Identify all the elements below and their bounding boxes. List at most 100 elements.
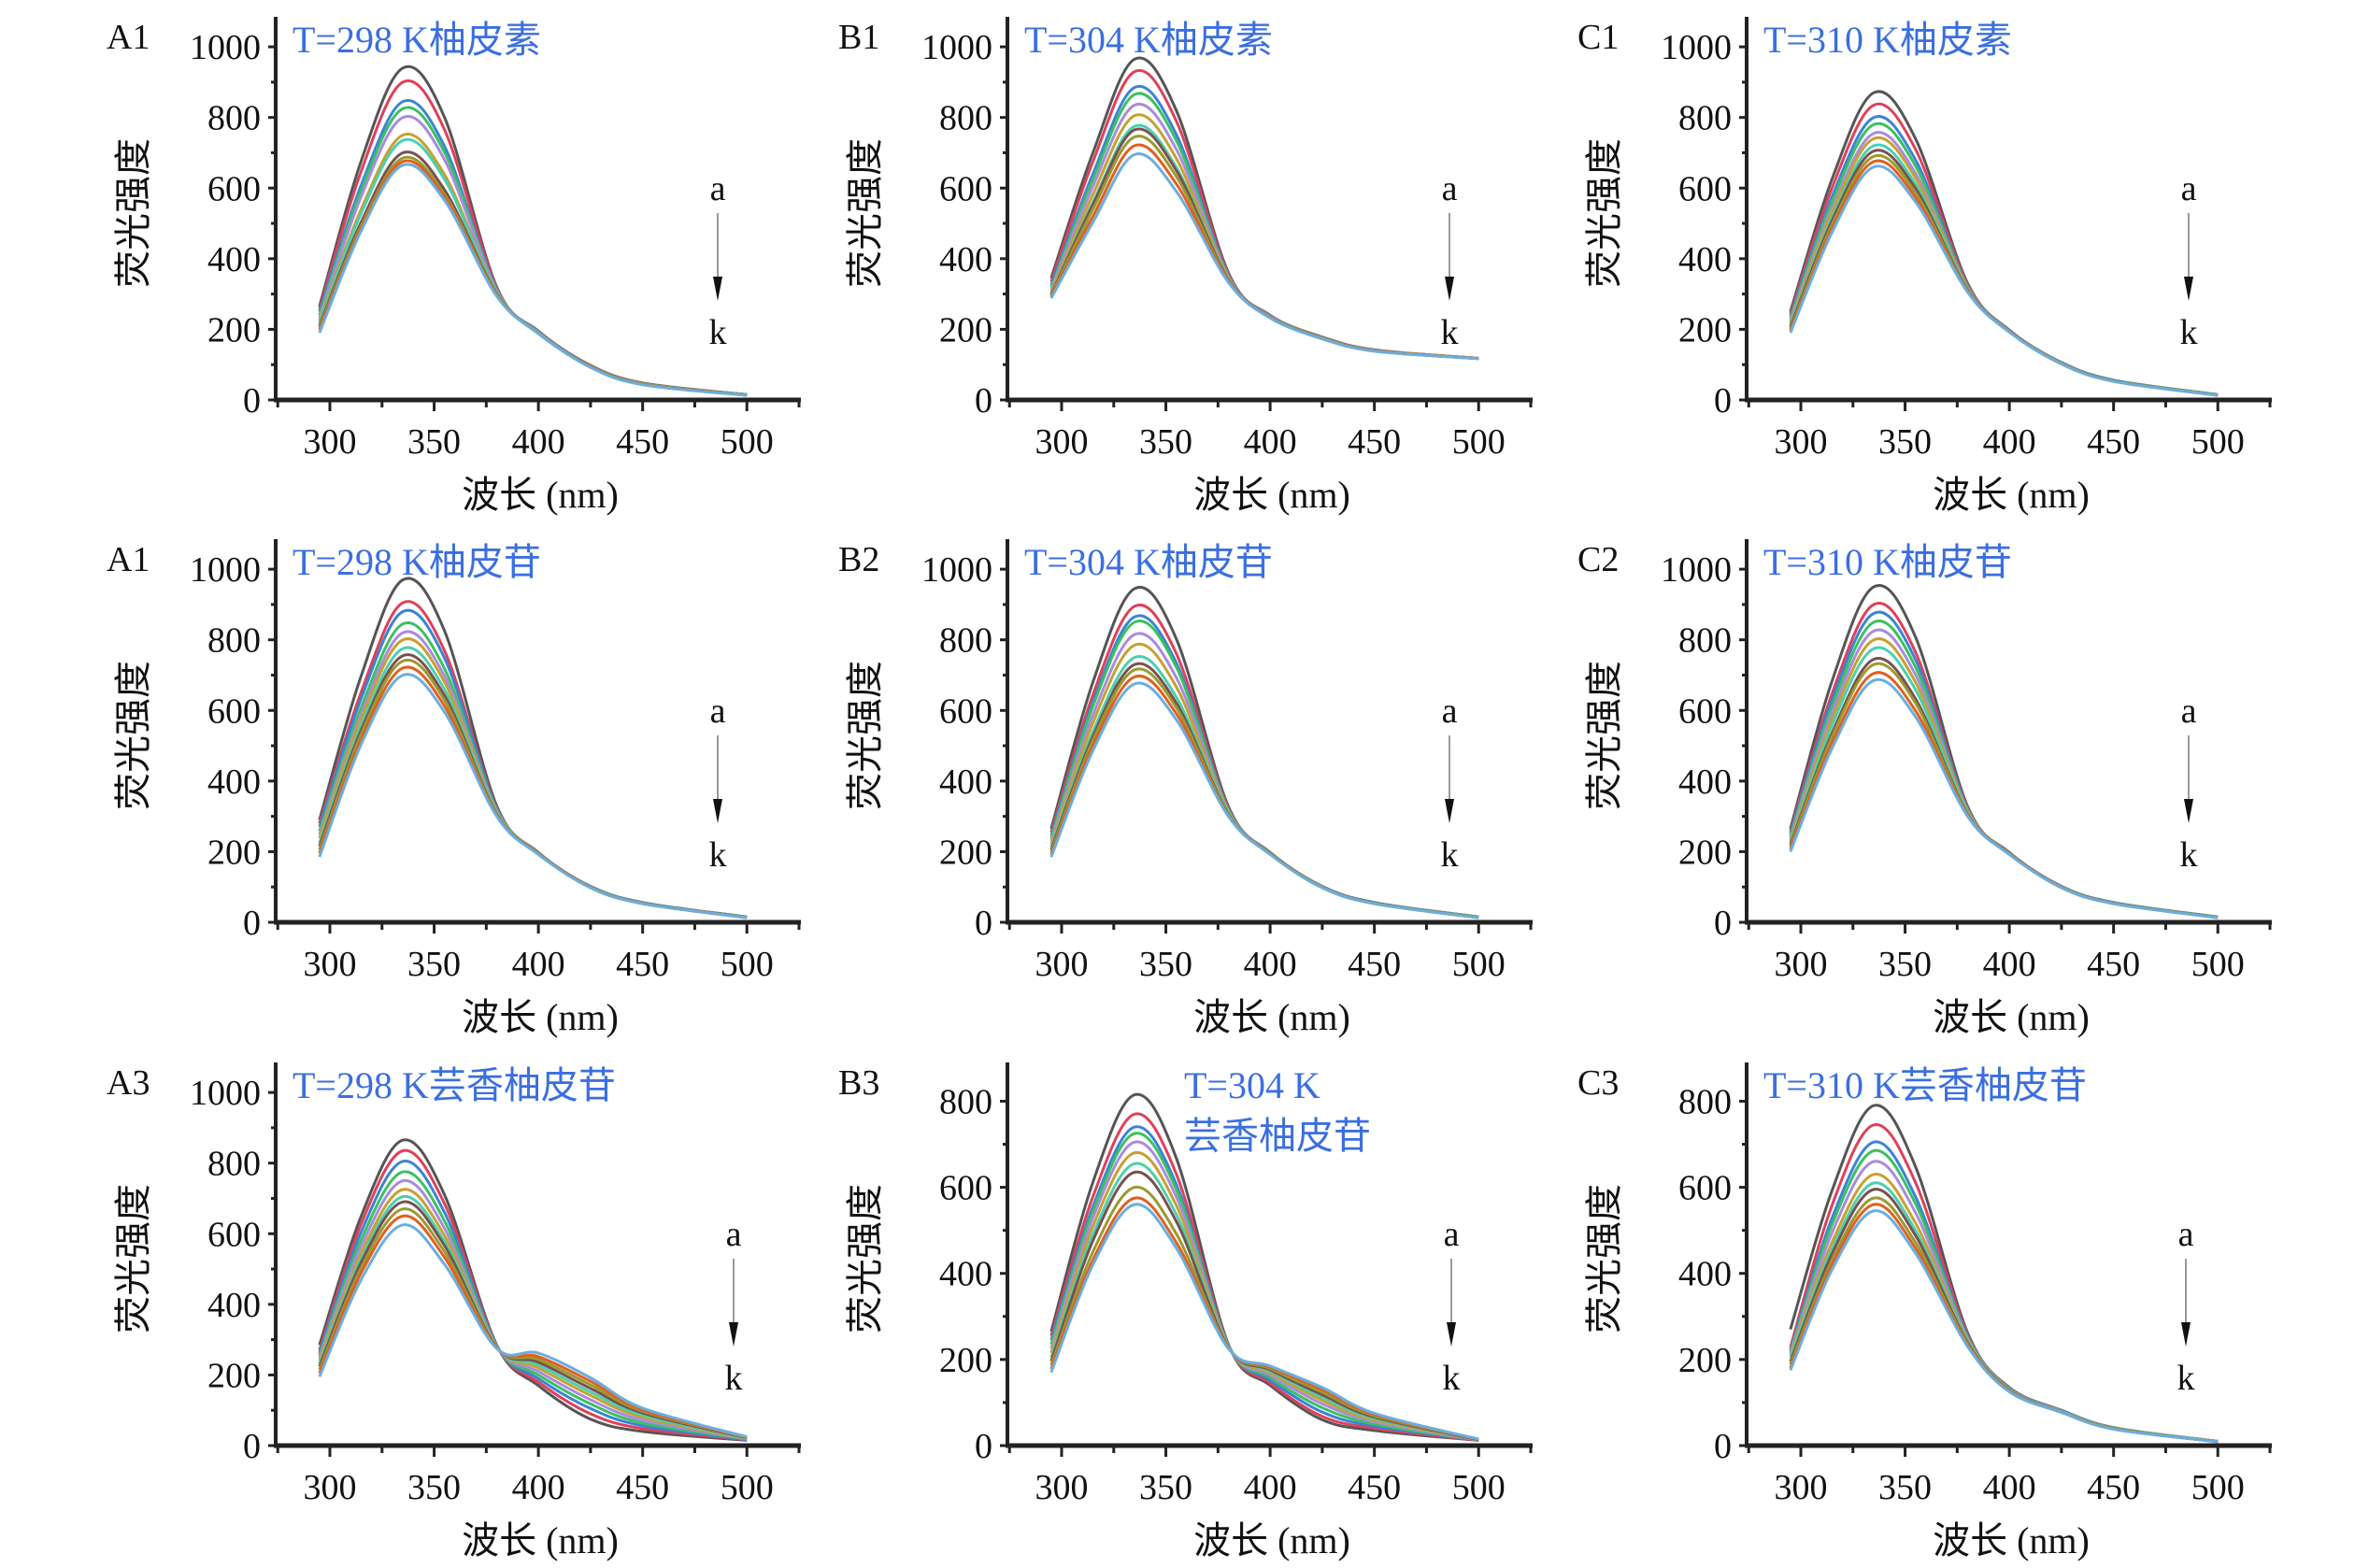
series-line (1789, 164, 2219, 397)
spectrum-panel-c1: 300 350 400 450 500 0 200 400 600 800 1000 C1 T=310 … (1577, 17, 2272, 516)
y-tick-label: 400 (1678, 240, 1732, 279)
x-tick-label: 500 (2191, 945, 2245, 984)
panel-title: T=304 K (1184, 1064, 1320, 1106)
x-tick-label: 300 (1775, 945, 1828, 984)
arrow-end-label: k (709, 313, 727, 352)
x-tick-label: 400 (1983, 422, 2036, 462)
x-tick-label: 350 (407, 1468, 461, 1507)
panel-label: C2 (1577, 540, 1619, 579)
arrow-start-label: a (710, 169, 726, 208)
panel-title: T=310 K芸香柚皮苷 (1763, 1064, 2087, 1106)
x-tick-label: 500 (2191, 1468, 2245, 1507)
panel-label: B3 (838, 1063, 879, 1103)
y-tick-label: 0 (1714, 381, 1732, 421)
x-tick-label: 300 (1035, 945, 1089, 984)
spectrum-panel-b2: 300 350 400 450 500 0 200 400 600 800 1000 B2 T=304 … (838, 539, 1533, 1038)
y-tick-label: 0 (243, 1427, 261, 1466)
spectrum-panel-a3: 300 350 400 450 500 0 200 400 600 800 1000 A3 T=298 … (107, 1062, 801, 1561)
y-tick-label: 400 (1678, 1255, 1732, 1294)
y-tick-label: 800 (939, 621, 992, 661)
y-tick-label: 800 (939, 99, 992, 138)
panel-label: B2 (838, 540, 879, 579)
y-tick-label: 800 (1678, 621, 1732, 661)
y-axis-title: 荧光强度 (112, 138, 154, 288)
series-line (1789, 671, 2219, 919)
arrow-start-label: a (2178, 1215, 2194, 1254)
arrow-head-icon (2184, 277, 2193, 301)
series-group (1789, 584, 2219, 919)
panel-label: C3 (1577, 1063, 1619, 1103)
series-line (318, 159, 748, 397)
x-axis-title: 波长 (nm) (1193, 1519, 1350, 1561)
x-axis-title: 波长 (nm) (1933, 996, 2090, 1038)
series-line (1789, 90, 2219, 396)
arrow-head-icon (1445, 799, 1454, 823)
series-line (318, 1223, 748, 1439)
panel-label: A1 (107, 540, 150, 579)
y-tick-label: 800 (207, 621, 261, 661)
x-tick-label: 300 (304, 1468, 357, 1507)
x-tick-label: 300 (1775, 422, 1828, 462)
y-tick-label: 800 (207, 1145, 261, 1184)
y-tick-label: 600 (939, 1169, 992, 1208)
y-tick-label: 200 (207, 310, 261, 349)
y-tick-label: 0 (975, 1427, 992, 1466)
series-line (1789, 1203, 2219, 1444)
series-line (318, 646, 748, 919)
y-tick-label: 600 (207, 1215, 261, 1254)
series-line (1049, 674, 1479, 919)
arrow-end-label: k (2177, 1359, 2195, 1398)
panel-title: T=304 K柚皮苷 (1024, 541, 1273, 583)
y-tick-label: 600 (939, 169, 992, 208)
arrow-start-label: a (726, 1215, 742, 1254)
panel-label: C1 (1577, 18, 1619, 57)
y-axis-title: 荧光强度 (112, 661, 154, 810)
arrow-end-label: k (725, 1359, 743, 1398)
arrow-end-label: k (2180, 835, 2198, 875)
x-tick-label: 300 (1035, 422, 1089, 462)
y-tick-label: 400 (939, 240, 992, 279)
arrow-head-icon (713, 277, 722, 301)
y-tick-label: 1000 (921, 28, 992, 67)
series-line (318, 163, 748, 397)
arrow-end-label: k (1443, 1359, 1461, 1398)
series-line (1049, 1196, 1479, 1441)
x-axis-title: 波长 (nm) (1193, 474, 1350, 516)
y-tick-label: 1000 (190, 28, 261, 67)
x-tick-label: 400 (1244, 1468, 1297, 1507)
series-line (1789, 1140, 2219, 1443)
x-tick-label: 350 (1139, 422, 1192, 462)
spectrum-panel-a1: 300 350 400 450 500 0 200 400 600 800 1000 A1 T=298 … (107, 539, 801, 1038)
y-tick-label: 200 (1678, 833, 1732, 872)
series-line (1049, 620, 1479, 919)
series-line (318, 1214, 748, 1439)
arrow-end-label: k (1441, 313, 1459, 352)
arrow-head-icon (1445, 277, 1454, 301)
x-tick-label: 400 (512, 1468, 565, 1507)
series-group (1049, 1092, 1479, 1442)
x-tick-label: 450 (1348, 945, 1401, 984)
x-axis-title: 波长 (nm) (462, 996, 619, 1038)
y-axis-title: 荧光强度 (844, 1184, 886, 1333)
x-tick-label: 400 (1244, 945, 1297, 984)
y-axis-title: 荧光强度 (1583, 661, 1625, 810)
y-tick-label: 600 (1678, 1169, 1732, 1208)
y-tick-label: 400 (207, 763, 261, 802)
arrow-end-label: k (2180, 313, 2198, 352)
y-tick-label: 600 (1678, 691, 1732, 731)
series-group (318, 1138, 748, 1442)
arrow-start-label: a (2181, 691, 2197, 731)
series-line (1049, 1203, 1479, 1441)
x-tick-label: 500 (721, 1468, 774, 1507)
y-tick-label: 0 (1714, 904, 1732, 943)
y-tick-label: 0 (243, 381, 261, 421)
series-line (1789, 637, 2219, 919)
series-line (1789, 1196, 2219, 1444)
panel-title: T=310 K柚皮苷 (1763, 541, 2012, 583)
y-tick-label: 800 (207, 99, 261, 138)
series-line (1049, 632, 1479, 919)
x-tick-label: 500 (2191, 422, 2245, 462)
series-line (318, 106, 748, 396)
y-tick-label: 0 (975, 904, 992, 943)
x-tick-label: 300 (1035, 1468, 1089, 1507)
